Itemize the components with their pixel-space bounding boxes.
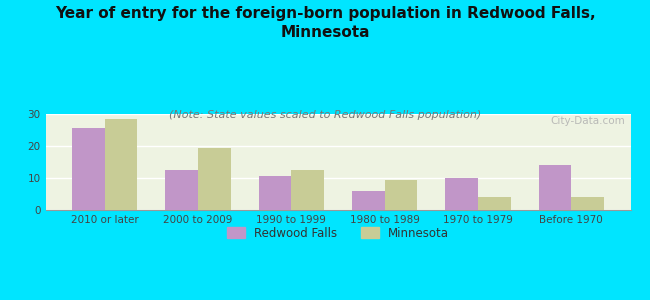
Bar: [539, 165, 571, 210]
Bar: [385, 180, 417, 210]
Legend: Redwood Falls, Minnesota: Redwood Falls, Minnesota: [222, 222, 454, 244]
Bar: [259, 176, 291, 210]
Bar: [352, 191, 385, 210]
Bar: [198, 148, 231, 210]
Bar: [291, 170, 324, 210]
Bar: [105, 119, 137, 210]
Text: City-Data.com: City-Data.com: [550, 116, 625, 126]
Bar: [72, 128, 105, 210]
Text: Year of entry for the foreign-born population in Redwood Falls,
Minnesota: Year of entry for the foreign-born popul…: [55, 6, 595, 40]
Bar: [478, 197, 511, 210]
Bar: [571, 197, 604, 210]
Bar: [165, 170, 198, 210]
Bar: [445, 178, 478, 210]
Text: (Note: State values scaled to Redwood Falls population): (Note: State values scaled to Redwood Fa…: [169, 110, 481, 119]
